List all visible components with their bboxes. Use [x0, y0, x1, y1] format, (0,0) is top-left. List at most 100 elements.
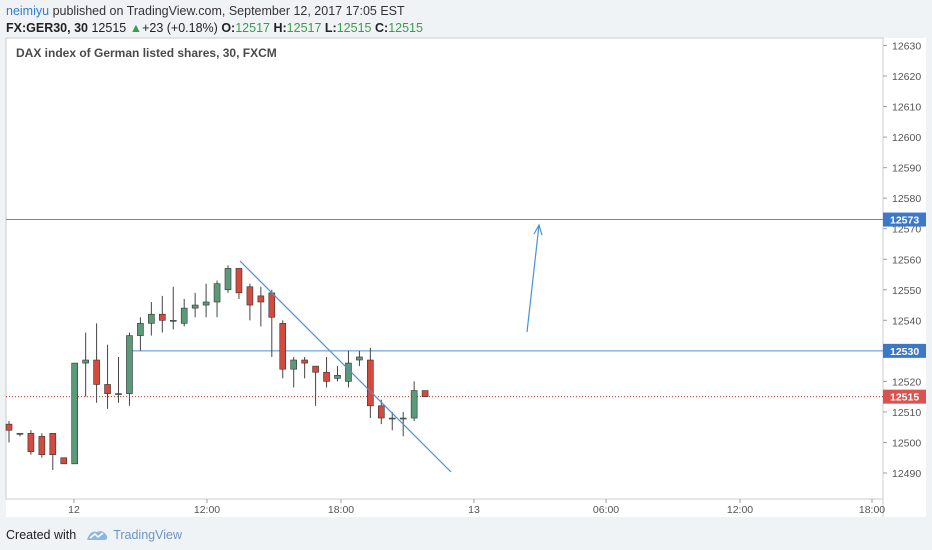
y-tick-label: 12500: [892, 437, 921, 449]
candle: [27, 430, 35, 455]
x-tick-label: 06:00: [593, 504, 619, 516]
candle-body: [5, 423, 13, 431]
candle: [367, 347, 374, 419]
y-tick-label: 12580: [892, 193, 921, 205]
candle: [126, 332, 133, 406]
candle-body: [367, 359, 374, 407]
time-axis[interactable]: 12 12:00 18:00 13 06:00 12:00 18:00: [68, 499, 885, 516]
candle-body: [38, 436, 46, 455]
candle: [137, 317, 144, 351]
x-tick-label: 18:00: [328, 504, 354, 516]
candle-body: [115, 393, 122, 395]
candle-body: [104, 384, 111, 394]
candle-body: [126, 335, 133, 394]
candle-body: [169, 320, 177, 322]
candle: [82, 332, 89, 397]
candle-body: [82, 359, 89, 364]
candle: [5, 421, 13, 443]
y-tick-label: 12560: [892, 254, 921, 266]
candle-body: [148, 313, 155, 324]
candle-body: [301, 359, 308, 364]
candle-body: [312, 365, 319, 373]
close-value: 12515: [388, 21, 423, 35]
close-label: C:: [374, 21, 389, 35]
y-tick-label: 12540: [892, 315, 921, 327]
chart-title: DAX index of German listed shares, 30, F…: [16, 46, 277, 60]
candle: [213, 280, 221, 318]
low-value: 12515: [336, 21, 372, 35]
candle: [159, 295, 166, 333]
candle-body: [246, 286, 254, 306]
candle: [356, 350, 363, 367]
candle: [224, 265, 232, 293]
candle-body: [60, 457, 68, 465]
candle-body: [137, 323, 144, 336]
publish-line: neimiyu published on TradingView.com, Se…: [6, 3, 926, 19]
y-tick-label: 12620: [892, 71, 921, 83]
trend-line: [239, 260, 452, 473]
candle: [71, 362, 78, 465]
candle: [49, 433, 57, 470]
y-tick-label: 12520: [892, 376, 921, 388]
candle: [421, 390, 429, 397]
candle: [16, 433, 24, 437]
price-axis-marker-label: 12573: [890, 215, 919, 227]
candle-body: [191, 304, 199, 309]
high-label: H:: [273, 21, 287, 35]
x-tick-label: 18:00: [859, 504, 885, 516]
plot-area[interactable]: [5, 37, 884, 500]
candle: [169, 286, 177, 330]
candle: [148, 302, 155, 336]
created-with-text: Created with: [6, 528, 77, 542]
horizontal-lines: [6, 219, 883, 398]
candle: [312, 365, 319, 406]
candle-body: [334, 374, 341, 379]
x-tick-label: 12:00: [194, 504, 220, 516]
candle-body: [279, 323, 287, 370]
author-link[interactable]: neimiyu: [6, 4, 50, 18]
candle: [246, 283, 254, 321]
candle: [301, 356, 308, 379]
last-price-marker-label: 12515: [890, 392, 919, 404]
candle-body: [71, 362, 78, 465]
drawing-tools: [239, 223, 543, 473]
candle: [257, 286, 265, 327]
y-tick-label: 12610: [892, 102, 921, 114]
candle-body: [27, 433, 35, 452]
y-tick-label: 12600: [892, 132, 921, 144]
candle-body: [323, 371, 330, 382]
candle: [323, 356, 330, 388]
candle-body: [235, 268, 243, 294]
candle-body: [421, 390, 429, 397]
y-tick-label: 12550: [892, 285, 921, 297]
arrow-head-icon: [533, 223, 543, 236]
open-value: 12517: [235, 21, 270, 35]
candle-body: [399, 417, 407, 420]
candle-body: [93, 359, 100, 385]
candle: [38, 433, 46, 458]
last-price: 12515: [91, 21, 127, 35]
candle-body: [16, 433, 24, 435]
y-tick-label: 12490: [892, 468, 921, 480]
candle-body: [159, 313, 166, 321]
tradingview-brand[interactable]: TradingView: [113, 528, 182, 542]
candle-body: [388, 417, 396, 420]
quote-line: FX:GER30, 30 12515 ▲+23 (+0.18%) O:12517…: [6, 19, 926, 37]
candle: [93, 323, 100, 403]
footer: Created with TradingView: [6, 526, 182, 544]
open-label: O:: [221, 21, 236, 35]
price-axis-marker: [883, 343, 926, 358]
candle: [235, 268, 243, 299]
y-tick-label: 12630: [892, 41, 921, 53]
candle-body: [180, 307, 188, 324]
candle: [290, 356, 298, 388]
high-value: 12517: [286, 21, 322, 35]
candle: [60, 457, 68, 465]
candle-body: [49, 433, 57, 455]
candle-body: [356, 356, 363, 361]
candle-body: [410, 390, 418, 419]
candle-body: [290, 359, 298, 370]
tradingview-logo-icon[interactable]: [86, 528, 108, 542]
price-axis-labels: 12573 12530 12515: [883, 212, 926, 404]
